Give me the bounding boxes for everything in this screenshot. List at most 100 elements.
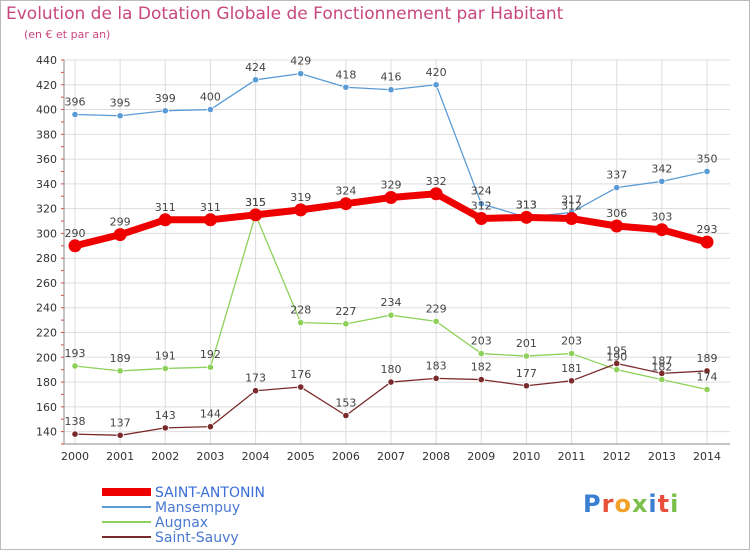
logo-letter: P: [583, 490, 602, 518]
data-point: [387, 378, 395, 386]
data-point: [342, 411, 350, 420]
legend-label: Mansempuy: [155, 500, 240, 516]
data-label: 182: [471, 361, 492, 374]
data-label: 319: [290, 191, 311, 204]
y-tick-label: 260: [36, 277, 57, 290]
data-label: 311: [155, 201, 176, 214]
x-tick-label: 2002: [151, 450, 179, 463]
data-point: [297, 383, 305, 391]
x-tick-label: 2004: [242, 450, 270, 463]
y-tick-label: 280: [36, 252, 57, 265]
data-point: [567, 377, 576, 385]
data-point: [519, 210, 533, 224]
data-point: [68, 239, 82, 253]
data-point: [71, 362, 79, 370]
logo-letter: o: [614, 490, 632, 518]
y-tick-label: 220: [36, 327, 57, 340]
data-label: 187: [651, 354, 672, 367]
proxiti-logo: Proxiti: [583, 490, 679, 518]
y-tick-label: 180: [36, 376, 57, 389]
logo-letter: t: [657, 490, 671, 518]
data-label: 137: [110, 416, 131, 429]
data-label: 189: [110, 352, 131, 365]
data-label: 429: [290, 55, 311, 68]
data-label: 181: [561, 362, 582, 375]
data-point: [158, 213, 172, 227]
data-point: [429, 187, 443, 201]
data-label: 313: [516, 198, 537, 211]
data-label: 293: [697, 223, 718, 236]
data-point: [432, 374, 440, 382]
data-point: [703, 167, 711, 176]
data-point: [613, 183, 621, 192]
data-point: [610, 219, 624, 233]
x-tick-label: 2001: [106, 450, 134, 463]
data-point: [342, 83, 350, 91]
series-lines: [68, 70, 714, 439]
data-label: 399: [155, 92, 176, 105]
data-label: 173: [245, 372, 266, 385]
data-label: 234: [381, 296, 402, 309]
data-point: [522, 352, 531, 360]
data-label: 228: [290, 304, 311, 317]
data-label: 420: [426, 66, 447, 79]
x-tick-label: 2005: [287, 450, 315, 463]
data-label: 153: [335, 397, 356, 410]
data-label: 342: [651, 162, 672, 175]
data-label: 396: [65, 96, 86, 109]
data-point: [249, 208, 263, 222]
data-point: [206, 363, 215, 371]
data-point: [613, 359, 621, 368]
data-label: 303: [651, 211, 672, 224]
data-label: 317: [561, 193, 582, 206]
axes: 140 160 180 200 220 240 260 280 300 320 340 360 380 4…: [36, 54, 730, 463]
data-point: [658, 369, 666, 377]
data-point: [477, 375, 485, 384]
data-label: 189: [697, 352, 718, 365]
y-tick-label: 240: [36, 302, 57, 315]
data-label: 424: [245, 61, 266, 74]
x-tick-label: 2012: [603, 450, 631, 463]
data-label: 324: [335, 185, 356, 198]
data-point: [432, 81, 440, 89]
data-label: 229: [426, 302, 447, 315]
data-point: [522, 382, 531, 390]
data-point: [567, 349, 576, 358]
data-point: [297, 319, 305, 327]
grid: [64, 59, 730, 444]
data-label: 324: [471, 185, 492, 198]
data-point: [658, 177, 666, 185]
data-label: 400: [200, 91, 221, 104]
data-label: 182: [651, 361, 672, 374]
y-tick-label: 420: [36, 79, 57, 92]
data-label: 312: [561, 200, 582, 213]
data-point: [161, 364, 169, 373]
data-point: [613, 366, 621, 374]
y-tick-label: 160: [36, 401, 57, 414]
y-tick-label: 320: [36, 203, 57, 216]
data-point: [206, 423, 215, 431]
data-label: 395: [110, 97, 131, 110]
data-label: 227: [335, 305, 356, 318]
data-label: 290: [65, 227, 86, 240]
data-point: [703, 367, 711, 375]
data-point: [116, 112, 124, 120]
data-label: 183: [426, 359, 447, 372]
data-label: 195: [606, 344, 627, 357]
data-label: 337: [606, 169, 627, 182]
data-label: 180: [381, 363, 402, 376]
data-label: 138: [65, 415, 86, 428]
data-point: [116, 367, 124, 375]
data-point: [203, 213, 217, 227]
data-point: [387, 311, 395, 319]
y-tick-label: 400: [36, 104, 57, 117]
data-label: 311: [200, 201, 221, 214]
x-tick-label: 2008: [422, 450, 450, 463]
x-tick-label: 2006: [332, 450, 360, 463]
data-point: [251, 76, 260, 84]
data-point: [703, 385, 711, 394]
logo-letter: i: [670, 490, 680, 518]
data-point: [161, 424, 169, 432]
